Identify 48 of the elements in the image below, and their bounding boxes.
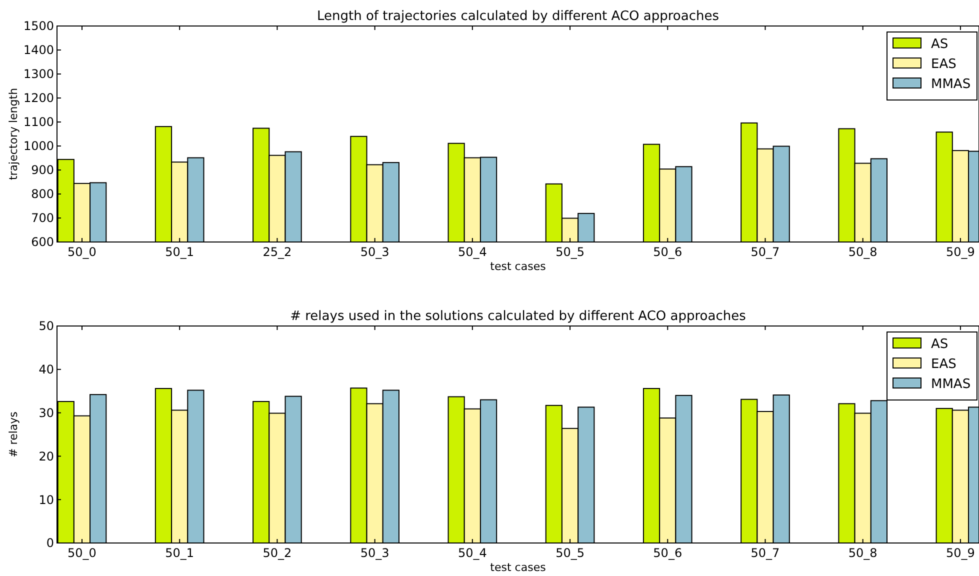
x-tick-label: 50_7 [750, 546, 780, 560]
x-tick-label: 50_8 [848, 245, 878, 259]
y-tick-label: 30 [38, 406, 54, 420]
x-axis-title: test cases [490, 260, 546, 273]
x-tick-label: 50_0 [68, 245, 96, 259]
y-tick-label: 800 [31, 187, 54, 202]
legend-label: AS [931, 337, 948, 352]
x-tick-label: 50_3 [360, 546, 390, 560]
x-tick-label: 50_0 [68, 546, 96, 560]
x-tick-label: 50_4 [458, 245, 487, 259]
chart-title: Length of trajectories calculated by different ACO approaches [316, 9, 720, 24]
legend-label: EAS [931, 357, 956, 372]
x-tick-label: 50_6 [653, 546, 682, 560]
y-tick-label: 1400 [23, 43, 54, 58]
x-tick-label: 50_2 [262, 546, 292, 560]
x-tick-label: 50_8 [848, 546, 878, 560]
x-tick-label: 50_5 [556, 546, 584, 560]
x-tick-label: 50_1 [165, 245, 194, 259]
y-tick-label: 10 [38, 492, 54, 507]
x-tick-label: 50_9 [946, 546, 975, 560]
y-tick-label: 50 [38, 319, 54, 334]
y-tick-label: 1200 [23, 91, 54, 106]
legend-label: MMAS [931, 377, 971, 392]
y-tick-label: 1000 [23, 139, 54, 154]
y-tick-label: 20 [38, 449, 54, 464]
x-tick-label: 50_4 [458, 546, 487, 560]
y-tick-label: 1300 [23, 67, 54, 82]
y-tick-label: 600 [31, 235, 54, 250]
chart-title: # relays used in the solutions calculated by different ACO approaches [290, 309, 746, 324]
y-tick-label: 900 [31, 163, 54, 178]
y-tick-label: 1500 [23, 19, 54, 34]
x-tick-label: 50_5 [556, 245, 584, 259]
x-tick-label: 50_7 [750, 245, 780, 259]
y-tick-label: 1100 [23, 115, 54, 130]
y-tick-label: 40 [38, 362, 54, 377]
x-tick-label: 25_2 [262, 245, 292, 259]
y-tick-label: 0 [46, 536, 54, 550]
x-tick-label: 50_9 [946, 245, 975, 259]
y-axis-title: # relays [7, 411, 20, 458]
legend-label: MMAS [931, 77, 971, 92]
y-axis-title: trajectory length [7, 88, 20, 180]
x-tick-label: 50_3 [360, 245, 390, 259]
y-tick-label: 700 [31, 211, 54, 226]
legend-label: EAS [931, 57, 956, 72]
legend-label: AS [931, 37, 948, 52]
x-tick-label: 50_6 [653, 245, 682, 259]
x-tick-label: 50_1 [165, 546, 194, 560]
x-axis-title: test cases [490, 561, 546, 574]
